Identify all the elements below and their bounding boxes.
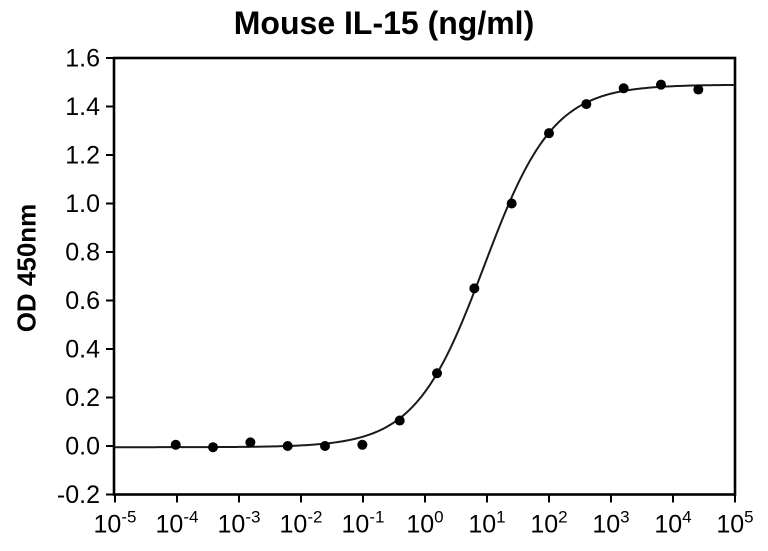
y-tick-label: 0.2 [65, 384, 100, 412]
data-point [170, 439, 181, 450]
x-tick-label: 101 [468, 508, 505, 539]
x-tick-label: 103 [592, 508, 629, 539]
data-point [693, 84, 704, 95]
x-tick-label: 105 [716, 508, 753, 539]
data-point [394, 415, 405, 426]
data-point [357, 439, 368, 450]
y-tick-label: 0.0 [65, 433, 100, 461]
data-point [432, 368, 443, 379]
y-tick-label: 1.4 [65, 93, 100, 121]
y-tick-label: -0.2 [57, 481, 100, 509]
x-tick-label: 102 [530, 508, 567, 539]
y-tick-label: 0.6 [65, 287, 100, 315]
fit-curve-line [115, 83, 736, 449]
data-point [655, 79, 666, 90]
chart-title: Mouse IL-15 (ng/ml) [233, 5, 535, 41]
y-tick-label: 0.4 [65, 336, 100, 364]
plot-frame [112, 56, 737, 496]
x-tick-label: 10-4 [156, 508, 199, 539]
data-point [618, 83, 629, 94]
x-tick-label: 10-2 [280, 508, 323, 539]
data-point [506, 198, 517, 209]
y-tick-label: 1.2 [65, 142, 100, 170]
y-tick-label: 1.0 [65, 190, 100, 218]
x-tick-label: 104 [654, 508, 691, 539]
data-point [245, 437, 256, 448]
data-point [581, 99, 592, 110]
data-point [282, 441, 293, 451]
x-tick-label: 10-1 [342, 508, 385, 539]
x-tick-label: 100 [406, 508, 443, 539]
data-point [544, 128, 554, 139]
data-point [208, 442, 219, 453]
x-tick-label: 10-3 [218, 508, 261, 539]
y-tick-label: 1.6 [65, 45, 100, 73]
x-tick-label: 10-5 [94, 508, 137, 539]
data-point [469, 283, 480, 294]
data-point [320, 441, 331, 451]
y-tick-label: 0.8 [65, 239, 100, 267]
